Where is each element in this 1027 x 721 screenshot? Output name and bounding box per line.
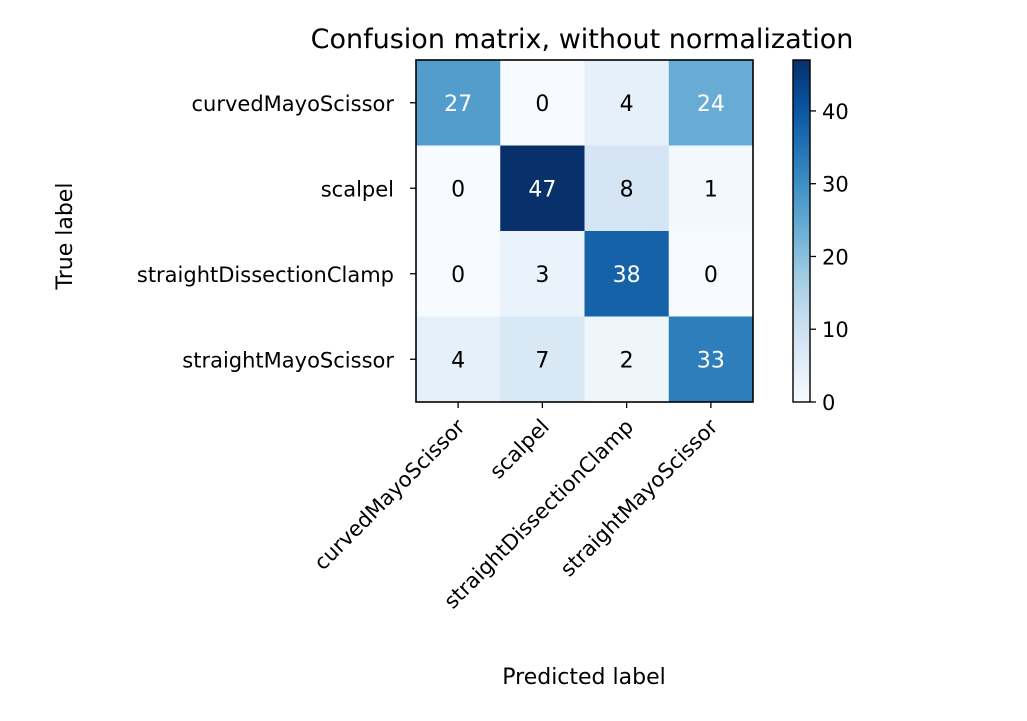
heatmap-cell (416, 316, 501, 403)
colorbar-tick-label: 10 (822, 318, 849, 342)
heatmap-cell-value: 47 (528, 177, 556, 202)
heatmap-cell (668, 316, 754, 403)
heatmap-cell-value: 4 (451, 348, 465, 373)
heatmap-cell-value: 33 (697, 348, 725, 373)
heatmap-cell (416, 145, 501, 232)
x-tick-label: scalpel (485, 415, 554, 484)
heatmap-cell-value: 1 (704, 177, 718, 202)
colorbar (792, 59, 811, 403)
heatmap-cell-value: 4 (620, 92, 634, 117)
heatmap-cell-value: 3 (535, 263, 549, 288)
heatmap-cell (500, 316, 585, 403)
heatmap-cell (416, 231, 501, 317)
heatmap-cell-value: 38 (613, 263, 641, 288)
heatmap-cell-value: 0 (704, 263, 718, 288)
heatmap-cell-value: 0 (535, 92, 549, 117)
colorbar-tick-label: 40 (822, 100, 849, 124)
heatmap-cell (668, 60, 754, 146)
y-axis-label: True label (53, 183, 78, 291)
x-tick-label: straightMayoScissor (556, 414, 723, 581)
heatmap-cell-value: 0 (451, 177, 465, 202)
heatmap-cell (584, 145, 669, 232)
heatmap-cell-labels: 27 0 4 240 47 8 10 3 38 04 7 2 33 (444, 92, 725, 374)
plot-frame (415, 59, 754, 403)
colorbar-ticks: 0 10 20 30 40 (810, 100, 849, 415)
x-axis-label: Predicted label (502, 665, 665, 690)
heatmap-cell-value: 7 (535, 348, 549, 373)
heatmap-cell (668, 145, 754, 232)
heatmap-cell (500, 145, 585, 232)
y-tick-label: straightDissectionClamp (137, 263, 394, 287)
y-tick-label: scalpel (321, 177, 394, 201)
colorbar-tick-label: 20 (822, 245, 849, 269)
x-axis-ticks: curvedMayoScissor scalpelstraightDissecti… (309, 402, 723, 613)
heatmap-cell (500, 60, 585, 146)
y-axis-ticks: curvedMayoScissor scalpel straightDissecti… (137, 92, 416, 372)
x-tick-label: curvedMayoScissor (309, 414, 469, 574)
chart-title: Confusion matrix, without normalization (311, 24, 854, 55)
colorbar-tick-label: 30 (822, 173, 849, 197)
heatmap-cell (584, 60, 669, 146)
heatmap-cell-value: 27 (444, 92, 472, 117)
heatmap-cell-value: 0 (451, 263, 465, 288)
heatmap-cell (500, 231, 585, 317)
y-tick-label: straightMayoScissor (182, 348, 394, 372)
y-tick-label: curvedMayoScissor (191, 92, 394, 116)
heatmap-cell (668, 231, 754, 317)
heatmap-cells (416, 60, 754, 403)
colorbar-tick-label: 0 (822, 391, 835, 415)
heatmap-cell-value: 2 (620, 348, 634, 373)
heatmap-cell (416, 60, 501, 146)
heatmap-cell-value: 24 (697, 92, 725, 117)
heatmap-cell (584, 231, 669, 317)
heatmap-cell (584, 316, 669, 403)
heatmap-cell-value: 8 (620, 177, 634, 202)
